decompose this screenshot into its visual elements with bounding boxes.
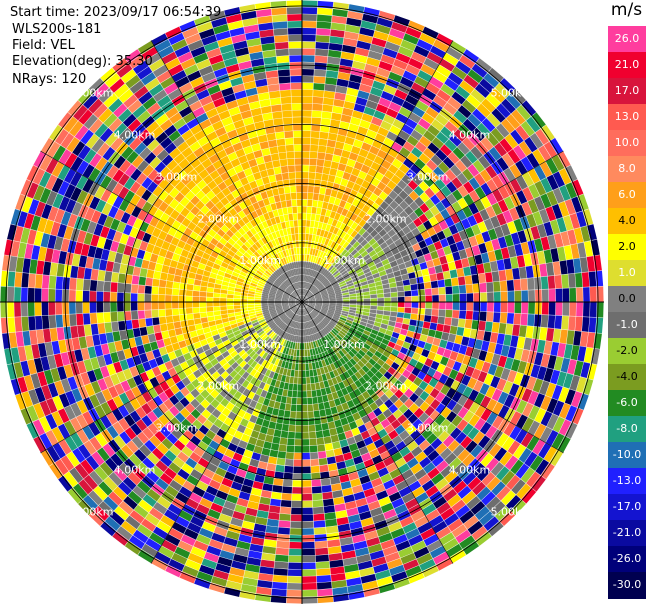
colorbar-tick-label: 13.0 — [614, 110, 640, 123]
azimuth-spoke — [150, 40, 303, 303]
colorbar-tick-label: 8.0 — [618, 162, 636, 175]
range-label: 4.00km — [449, 463, 491, 476]
colorbar-segment — [608, 364, 646, 391]
colorbar-tick-label: -17.0 — [612, 500, 642, 513]
colorbar-segment — [608, 572, 646, 599]
colorbar-segment — [608, 104, 646, 131]
azimuth-spoke — [40, 301, 303, 454]
colorbar-segment — [608, 442, 646, 469]
velocity-field — [0, 0, 604, 604]
range-label: 3.00km — [156, 170, 198, 183]
start-time-label: Start time: 2023/09/17 06:54:39 — [10, 5, 222, 20]
colorbar-segment — [608, 338, 646, 365]
colorbar-segment — [608, 520, 646, 547]
colorbar-segment — [608, 312, 646, 339]
range-label: 4.00km — [114, 463, 156, 476]
colorbar-tick-label: 1.0 — [618, 266, 636, 279]
colorbar-segment — [608, 286, 646, 313]
colorbar-tick-label: 10.0 — [614, 136, 640, 149]
range-label: 4.00km — [449, 129, 491, 142]
range-label: 1.00km — [323, 254, 365, 267]
nrays-label: NRays: 120 — [12, 72, 87, 87]
colorbar-tick-label: -6.0 — [616, 396, 638, 409]
range-label: 3.00km — [407, 422, 449, 435]
colorbar-segment — [608, 416, 646, 443]
colorbar-tick-label: -21.0 — [612, 526, 642, 539]
colorbar-segment — [608, 494, 646, 521]
azimuth-spoke — [301, 150, 564, 303]
azimuth-spoke — [301, 40, 454, 303]
colorbar-tick-label: 21.0 — [614, 58, 640, 71]
range-label: 2.00km — [365, 212, 407, 225]
range-labels: 1.00km 1.00km 1.00km 1.00km 2.00km 2.00km 2.00… — [72, 87, 532, 519]
colorbar-tick-label: -2.0 — [616, 344, 638, 357]
colorbar — [608, 26, 646, 599]
elevation-label: Elevation(deg): 35.30 — [12, 54, 153, 69]
colorbar-unit: m/s — [610, 0, 643, 20]
field-label: Field: VEL — [12, 38, 75, 53]
range-label: 5.00km — [491, 505, 533, 518]
range-label: 5.00km — [72, 87, 114, 100]
colorbar-tick-label: -30.0 — [612, 578, 642, 591]
colorbar-tick-label: 2.0 — [618, 240, 636, 253]
colorbar-segment — [608, 78, 646, 105]
ppi-plot: 1.00km 1.00km 1.00km 1.00km 2.00km 2.00km 2.00… — [0, 0, 604, 604]
azimuth-spoke — [301, 301, 454, 564]
azimuth-spoke — [301, 301, 564, 454]
ray-separators — [0, 0, 604, 604]
range-label: 2.00km — [197, 380, 239, 393]
colorbar-segment — [608, 26, 646, 53]
colorbar-tick-label: -26.0 — [612, 552, 642, 565]
colorbar-segment — [608, 546, 646, 573]
colorbar-tick-label: 17.0 — [614, 84, 640, 97]
colorbar-segment — [608, 234, 646, 261]
range-label: 5.00km — [491, 87, 533, 100]
colorbar-tick-label: -10.0 — [612, 448, 642, 461]
colorbar-tick-label: 0.0 — [618, 292, 636, 305]
colorbar-tick-label: 6.0 — [618, 188, 636, 201]
colorbar-segment — [608, 130, 646, 157]
colorbar-segment — [608, 468, 646, 495]
colorbar-tick-label: 26.0 — [614, 32, 640, 45]
colorbar-segment — [608, 52, 646, 79]
colorbar-tick-label: -4.0 — [616, 370, 638, 383]
range-label: 1.00km — [239, 338, 281, 351]
colorbar-segment — [608, 390, 646, 417]
colorbar-segment — [608, 182, 646, 209]
range-label: 3.00km — [407, 170, 449, 183]
colorbar-segment — [608, 260, 646, 287]
range-rings — [0, 0, 604, 604]
range-label: 5.00km — [72, 505, 114, 518]
range-label: 2.00km — [365, 380, 407, 393]
range-label: 1.00km — [239, 254, 281, 267]
colorbar-tick-label: -8.0 — [616, 422, 638, 435]
colorbar-tick-label: -13.0 — [612, 474, 642, 487]
colorbar-tick-label: 4.0 — [618, 214, 636, 227]
instrument-label: WLS200s-181 — [12, 22, 102, 37]
colorbar-segment — [608, 208, 646, 235]
range-label: 2.00km — [197, 212, 239, 225]
range-label: 1.00km — [323, 338, 365, 351]
colorbar-tick-label: -1.0 — [616, 318, 638, 331]
azimuth-spoke — [40, 150, 303, 303]
range-label: 4.00km — [114, 129, 156, 142]
range-label: 3.00km — [156, 422, 198, 435]
azimuth-spoke — [150, 301, 303, 564]
colorbar-segment — [608, 156, 646, 183]
